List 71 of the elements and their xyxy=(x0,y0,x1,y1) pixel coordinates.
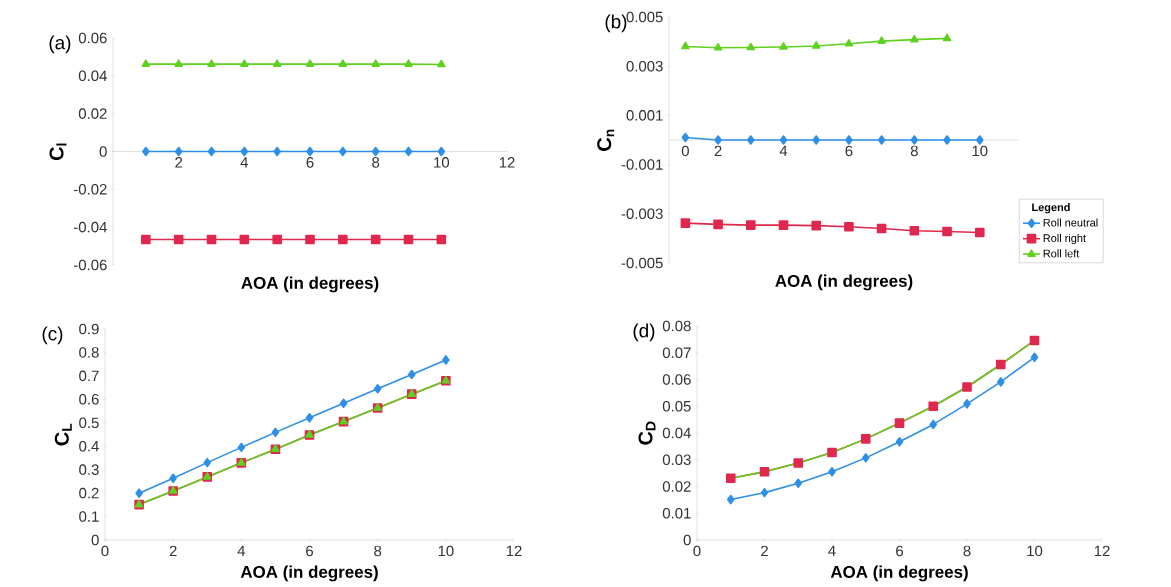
x-tick-label: 6 xyxy=(306,157,314,168)
x-tick-label: 2 xyxy=(761,545,768,557)
x-tick-label: 2 xyxy=(169,545,177,557)
x-tick-label: 4 xyxy=(240,157,249,168)
y-tick-label: 0.04 xyxy=(78,70,107,82)
y-axis-title: C$_{n}$ xyxy=(597,129,615,151)
chart-title: (c) xyxy=(42,326,63,345)
x-tick-label: 6 xyxy=(306,545,314,557)
x-tick-label: 10 xyxy=(434,157,450,168)
x-axis-title: AOA (in degrees) xyxy=(241,276,379,293)
y-tick-label: 0.5 xyxy=(79,417,99,429)
y-tick-label: 0.2 xyxy=(79,487,99,499)
y-tick-label: 0.1 xyxy=(79,511,99,522)
y-tick-label: 0.6 xyxy=(79,394,99,405)
x-tick-label: 2 xyxy=(714,145,722,157)
y-tick-label: 0.8 xyxy=(79,347,99,358)
y-tick-label: 0.7 xyxy=(79,370,99,382)
x-tick-label: 4 xyxy=(779,145,788,156)
x-tick-label: 0 xyxy=(693,545,701,557)
chart-title: (b) xyxy=(605,14,627,33)
x-tick-label: 12 xyxy=(499,157,515,168)
legend-label: Roll left xyxy=(1043,249,1080,258)
y-tick-label: 0.4 xyxy=(79,440,99,452)
x-axis-title: AOA (in degrees) xyxy=(830,565,968,582)
y-tick-label: 0.02 xyxy=(78,108,107,119)
y-tick-label: 0.001 xyxy=(626,110,663,121)
y-tick-label: 0.03 xyxy=(662,454,691,466)
y-tick-label: 0.3 xyxy=(79,464,99,475)
y-axis-title: C$_{D}$ xyxy=(638,421,656,445)
y-axis-title: C$_{L}$ xyxy=(54,423,72,446)
y-tick-label: 0 xyxy=(91,534,99,546)
x-tick-label: 8 xyxy=(372,157,380,168)
x-axis-title: AOA (in degrees) xyxy=(240,565,378,582)
chart-title: (d) xyxy=(633,323,655,342)
x-tick-label: 12 xyxy=(1094,545,1110,557)
x-tick-label: 10 xyxy=(1027,545,1043,557)
y-tick-label: -0.06 xyxy=(73,259,107,271)
y-tick-label: 0.01 xyxy=(662,507,691,519)
y-tick-label: -0.001 xyxy=(621,159,663,170)
y-tick-label: 0.003 xyxy=(626,60,663,72)
y-tick-label: 0.05 xyxy=(662,400,691,412)
x-tick-label: 8 xyxy=(910,145,918,157)
y-tick-label: 0.02 xyxy=(662,481,691,492)
x-tick-label: 8 xyxy=(963,545,971,557)
chart-title: (a) xyxy=(49,35,71,54)
legend-title: Legend xyxy=(1032,203,1070,214)
x-tick-label: 4 xyxy=(237,545,246,556)
x-tick-label: 10 xyxy=(972,145,988,157)
y-tick-label: 0.07 xyxy=(662,347,691,359)
x-tick-label: 4 xyxy=(828,545,836,556)
y-tick-label: 0 xyxy=(683,534,691,546)
x-tick-label: 8 xyxy=(374,545,382,557)
x-axis-title: AOA (in degrees) xyxy=(775,274,913,291)
legend-label: Roll right xyxy=(1043,233,1086,245)
y-tick-label: 0.005 xyxy=(626,11,663,23)
y-tick-label: -0.005 xyxy=(621,257,663,269)
x-tick-label: 12 xyxy=(506,545,522,557)
y-tick-label: 0.06 xyxy=(78,32,107,44)
y-tick-label: -0.02 xyxy=(73,184,107,195)
legend-label: Roll neutral xyxy=(1043,218,1098,227)
x-tick-label: 10 xyxy=(438,545,454,557)
y-tick-label: 0.9 xyxy=(79,323,99,335)
y-axis-title: C$_{l}$ xyxy=(49,143,67,161)
y-tick-label: -0.003 xyxy=(621,208,663,220)
x-tick-label: 6 xyxy=(845,145,853,157)
y-tick-label: 0.04 xyxy=(662,427,691,439)
y-tick-label: 0.08 xyxy=(662,320,691,332)
y-tick-label: 0.06 xyxy=(662,374,691,385)
x-tick-label: 6 xyxy=(896,545,904,557)
y-tick-label: -0.04 xyxy=(73,221,107,233)
x-tick-label: 2 xyxy=(175,157,183,168)
